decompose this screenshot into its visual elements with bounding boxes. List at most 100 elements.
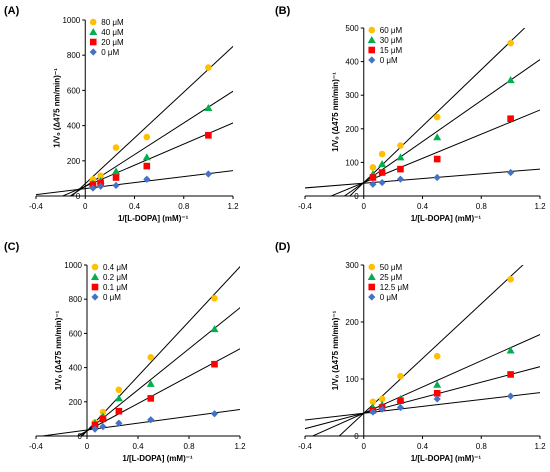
legend-marker-4: [368, 56, 376, 64]
y-tick-label: 200: [69, 398, 83, 407]
y-tick-label: 200: [67, 157, 81, 166]
x-tick-label: -0.4: [298, 442, 312, 451]
y-tick-label: 0: [76, 192, 81, 201]
y-tick-label: 400: [345, 58, 359, 67]
y-tick-label: 400: [69, 364, 83, 373]
data-point-2-2: [378, 160, 387, 168]
data-point-3-4: [433, 389, 441, 397]
data-point-2-5: [204, 104, 213, 111]
y-tick-label: 300: [345, 261, 359, 270]
fit-line-4: [305, 392, 540, 421]
legend-marker-4: [89, 48, 97, 56]
legend-label-4: 0 μM: [103, 293, 121, 302]
panel-2: (B) -0.4 0 0.4 0.8 1.2 0 100 200 300 400 500 1/[L-DO…: [275, 5, 546, 223]
fit-lines: [36, 45, 233, 196]
fit-line-3: [76, 348, 240, 436]
x-tick-label: 1.2: [234, 442, 246, 451]
legend-label-1: 50 μM: [380, 263, 403, 272]
x-tick-label: 0.4: [417, 442, 429, 451]
data-point-4-4: [433, 173, 441, 182]
x-tick-label: 0.8: [178, 202, 190, 211]
legend-marker-3: [89, 38, 97, 46]
legend-label-3: 0.1 μM: [103, 283, 128, 292]
panel-label: (C): [4, 241, 20, 253]
y-axis-label: 1/Vₒ (Δ475 nm/min)⁻¹: [54, 310, 63, 390]
x-tick-label: 1.2: [534, 202, 546, 211]
data-point-4-2: [97, 182, 105, 190]
data-point-4-4: [433, 395, 441, 403]
data-point-2-5: [506, 76, 515, 84]
y-tick-label: 1000: [64, 261, 82, 270]
y-tick-label: 100: [345, 158, 359, 167]
legend-marker-2: [89, 28, 98, 35]
data-point-1-1: [89, 175, 97, 183]
y-tick-label: 0: [354, 432, 359, 441]
data-point-2-4: [142, 153, 151, 161]
data-point-1-3: [397, 142, 404, 149]
y-tick-label: 400: [67, 122, 81, 131]
data-point-2-4: [433, 380, 442, 388]
data-point-1-1: [369, 398, 377, 406]
data-point-2-4: [433, 133, 442, 141]
x-axis-label: 1/[L-DOPA] (mM)⁻¹: [118, 214, 189, 223]
legend-label-2: 0.2 μM: [103, 273, 128, 282]
data-point-1-2: [378, 150, 386, 158]
legend-label-3: 20 μM: [101, 38, 124, 47]
fit-line-4: [38, 408, 240, 436]
x-tick-label: 0.8: [476, 442, 488, 451]
x-axis-label: 1/[L-DOPA] (mM)⁻¹: [411, 454, 482, 463]
data-point-3-1: [91, 421, 99, 429]
y-tick-label: 500: [345, 24, 359, 33]
x-tick-label: -0.4: [298, 202, 312, 211]
y-tick-label: 600: [69, 329, 83, 338]
data-point-1-5: [211, 295, 218, 302]
x-tick-label: 0.8: [183, 442, 195, 451]
data-point-1-4: [147, 354, 155, 361]
data-point-1-5: [507, 275, 514, 283]
legend-label-4: 0 μM: [380, 293, 398, 302]
y-axis-label: 1/Vₒ (Δ475 nm/min)⁻¹: [331, 310, 340, 390]
legend-label-1: 80 μM: [101, 18, 124, 27]
data-point-4-5: [507, 168, 515, 177]
data-point-4-1: [369, 408, 377, 416]
data-point-2-3: [112, 167, 121, 175]
fit-line-3: [329, 109, 540, 196]
fit-line-1: [349, 28, 526, 196]
fit-line-2: [343, 58, 540, 196]
fit-line-4: [305, 168, 540, 189]
data-point-4-3: [112, 181, 120, 190]
data-point-4-4: [147, 416, 155, 424]
legend-marker-1: [91, 263, 99, 271]
data-point-4-2: [378, 405, 386, 413]
data-point-3-5: [507, 115, 514, 123]
legend-marker-1: [368, 26, 376, 34]
fit-line-2: [69, 90, 233, 196]
data-point-4-4: [143, 175, 151, 183]
data-point-4-1: [369, 180, 377, 188]
fit-line-2: [79, 307, 240, 436]
data-point-3-3: [115, 407, 123, 415]
data-point-1-4: [433, 113, 441, 121]
data-point-4-3: [396, 175, 405, 183]
data-point-1-2: [97, 172, 104, 180]
data-point-3-4: [147, 395, 155, 402]
fit-line-3: [61, 122, 233, 196]
data-point-2-3: [396, 153, 405, 161]
data-point-4-5: [507, 392, 515, 400]
panel-label: (B): [275, 5, 291, 17]
legend-label-2: 25 μM: [380, 273, 403, 282]
y-tick-label: 1000: [62, 16, 80, 25]
panel-label: (A): [4, 5, 20, 17]
data-point-1-2: [378, 395, 386, 403]
data-point-2-4: [146, 379, 155, 387]
data-point-1-4: [433, 352, 441, 360]
y-tick-label: 600: [67, 86, 81, 95]
data-point-3-2: [378, 169, 386, 176]
y-tick-label: 200: [345, 318, 359, 327]
fit-line-1: [338, 265, 524, 436]
fit-line-2: [311, 333, 540, 436]
y-tick-label: 0: [354, 192, 359, 201]
